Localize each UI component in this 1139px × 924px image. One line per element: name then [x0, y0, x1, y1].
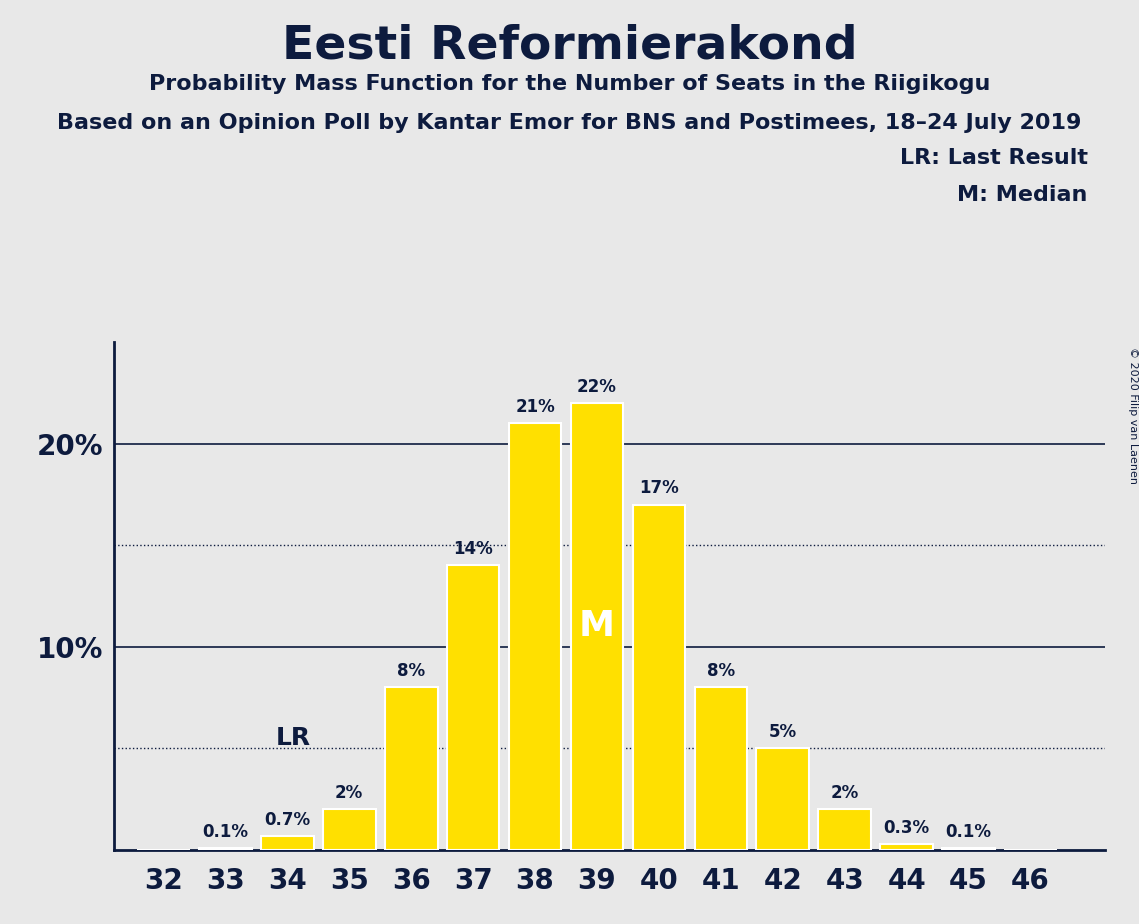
Text: 8%: 8%	[707, 663, 735, 680]
Text: 21%: 21%	[515, 398, 555, 416]
Text: LR: Last Result: LR: Last Result	[900, 148, 1088, 168]
Text: 0.7%: 0.7%	[264, 810, 310, 829]
Text: M: Median: M: Median	[958, 185, 1088, 205]
Bar	[509, 423, 562, 850]
Text: Probability Mass Function for the Number of Seats in the Riigikogu: Probability Mass Function for the Number…	[149, 74, 990, 94]
Text: 0.3%: 0.3%	[884, 819, 929, 837]
Text: 0.1%: 0.1%	[203, 823, 248, 841]
Text: 2%: 2%	[830, 784, 859, 802]
Text: M: M	[579, 610, 615, 643]
Text: Based on an Opinion Poll by Kantar Emor for BNS and Postimees, 18–24 July 2019: Based on an Opinion Poll by Kantar Emor …	[57, 113, 1082, 133]
Bar	[571, 403, 623, 850]
Bar	[261, 836, 313, 850]
Bar	[323, 809, 376, 850]
Bar	[385, 687, 437, 850]
Text: LR: LR	[276, 726, 311, 750]
Text: 14%: 14%	[453, 541, 493, 558]
Bar	[446, 565, 499, 850]
Text: 5%: 5%	[769, 723, 797, 741]
Bar	[632, 505, 686, 850]
Bar	[199, 848, 252, 850]
Bar	[756, 748, 809, 850]
Bar	[880, 844, 933, 850]
Bar	[942, 848, 994, 850]
Text: 2%: 2%	[335, 784, 363, 802]
Text: © 2020 Filip van Laenen: © 2020 Filip van Laenen	[1129, 347, 1138, 484]
Text: Eesti Reformierakond: Eesti Reformierakond	[281, 23, 858, 68]
Text: 22%: 22%	[577, 378, 617, 395]
Text: 0.1%: 0.1%	[945, 823, 992, 841]
Bar	[695, 687, 747, 850]
Bar	[819, 809, 871, 850]
Text: 8%: 8%	[398, 663, 425, 680]
Text: 17%: 17%	[639, 480, 679, 497]
